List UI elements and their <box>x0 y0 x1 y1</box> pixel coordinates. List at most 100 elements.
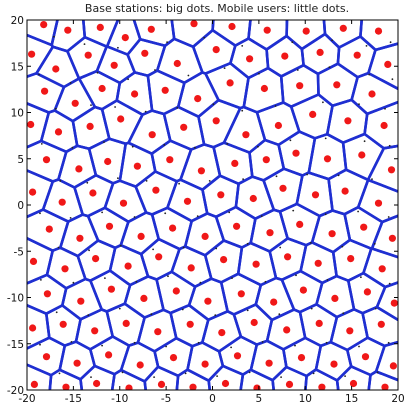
base-station-dot <box>378 265 386 273</box>
base-station-dot <box>42 353 51 361</box>
mobile-user-dot <box>310 307 313 310</box>
mobile-user-dot <box>278 313 281 316</box>
mobile-user-dot <box>331 39 333 42</box>
mobile-user-dot <box>121 371 124 374</box>
base-station-dot <box>249 194 257 203</box>
base-station-dot <box>363 288 371 296</box>
mobile-user-dot <box>216 375 219 377</box>
mobile-user-dot <box>71 146 74 149</box>
mobile-user-dot <box>261 341 264 343</box>
base-station-dot <box>107 285 115 293</box>
base-station-dot <box>204 297 212 305</box>
mobile-user-dot <box>384 107 386 110</box>
base-station-dot <box>133 162 141 170</box>
mobile-user-dot <box>39 343 41 346</box>
y-tick-label: -15 <box>7 339 24 351</box>
mobile-user-dot <box>182 246 185 249</box>
mobile-user-dot <box>176 107 179 109</box>
base-station-dot <box>28 324 37 332</box>
mobile-user-dot <box>117 46 119 49</box>
base-station-dot <box>157 380 166 388</box>
mobile-user-dot <box>368 73 371 76</box>
base-station-dot <box>58 198 66 206</box>
mobile-user-dot <box>150 313 153 316</box>
x-tick-label: -15 <box>65 393 82 405</box>
base-station-dot <box>155 253 163 261</box>
mobile-user-dot <box>260 215 263 218</box>
mobile-user-dot <box>55 311 58 314</box>
mobile-user-dot <box>228 211 231 214</box>
mobile-user-dot <box>187 74 190 77</box>
mobile-user-dot <box>294 344 296 347</box>
base-station-dot <box>296 220 304 228</box>
mobile-user-dot <box>96 71 99 74</box>
base-station-dot <box>242 131 250 139</box>
voronoi-cell <box>335 365 372 390</box>
mobile-user-dot <box>163 144 166 146</box>
base-station-dot <box>77 297 85 305</box>
base-station-dot <box>121 34 129 42</box>
base-station-dot <box>212 117 220 125</box>
mobile-user-dot <box>324 213 327 216</box>
base-station-dot <box>45 225 53 233</box>
base-station-dot <box>194 95 202 103</box>
mobile-user-dot <box>83 43 86 45</box>
mobile-user-dot <box>309 242 312 244</box>
base-station-dot <box>233 222 241 230</box>
mobile-user-dot <box>164 212 167 215</box>
x-tick-label: 5 <box>256 393 263 405</box>
mobile-user-dot <box>275 175 278 178</box>
mobile-user-dot <box>54 107 57 110</box>
mobile-user-dot <box>389 41 392 44</box>
mobile-user-dot <box>289 139 292 142</box>
mobile-user-dot <box>194 146 196 149</box>
x-tick-label: 20 <box>391 393 404 405</box>
mobile-user-dot <box>306 173 308 176</box>
base-station-dot <box>328 230 336 238</box>
y-tick-label: 15 <box>11 61 24 73</box>
base-station-dot <box>284 253 292 261</box>
voronoi-tessellation <box>27 20 398 390</box>
mobile-user-dot <box>103 141 105 144</box>
base-station-dot <box>253 384 261 390</box>
mobile-user-dot <box>212 103 215 106</box>
base-station-dot <box>197 167 205 175</box>
mobile-user-dot <box>152 248 155 251</box>
x-tick-label: 10 <box>299 393 312 405</box>
base-station-dot <box>374 199 383 207</box>
mobile-user-dot <box>341 245 344 248</box>
base-station-dot <box>374 27 383 35</box>
base-station-dot <box>218 329 226 337</box>
mobile-user-dot <box>69 82 72 84</box>
base-station-dot <box>124 262 132 270</box>
base-station-dot <box>41 87 49 95</box>
base-station-dot <box>212 46 220 54</box>
base-station-dot <box>220 256 228 264</box>
y-tick-label: 20 <box>11 15 24 27</box>
base-station-dot <box>226 79 234 87</box>
base-station-dot <box>260 84 268 93</box>
base-station-dot <box>86 122 94 130</box>
base-station-dot <box>217 191 225 199</box>
mobile-user-dot <box>324 137 327 140</box>
base-station-dot <box>344 117 352 125</box>
mobile-user-dot <box>388 282 391 285</box>
mobile-user-dot <box>226 143 229 145</box>
base-station-dot <box>279 184 287 192</box>
voronoi-cell <box>271 365 308 390</box>
base-station-dot <box>262 156 270 164</box>
mobile-user-dot <box>325 341 328 344</box>
base-station-dot <box>339 24 347 32</box>
base-station-dot <box>346 327 354 335</box>
mobile-user-dot <box>145 180 148 182</box>
base-station-dot <box>315 319 323 327</box>
base-station-dot <box>136 361 144 369</box>
mobile-user-dot <box>326 279 329 281</box>
mobile-user-dot <box>154 69 156 71</box>
base-station-dot <box>368 90 376 98</box>
mobile-user-dot <box>312 372 315 375</box>
mobile-user-dot <box>101 211 103 214</box>
base-station-dot <box>96 23 104 31</box>
chart-title: Base stations: big dots. Mobile users: l… <box>85 2 349 15</box>
